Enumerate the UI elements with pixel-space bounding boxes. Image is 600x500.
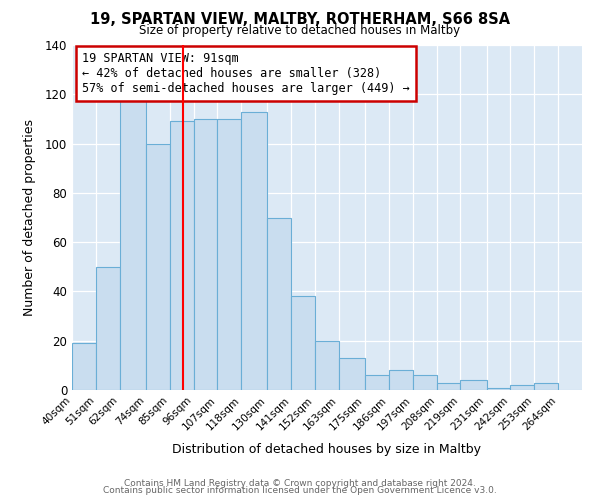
Bar	[315, 340, 339, 390]
Bar	[217, 119, 241, 390]
Bar	[511, 385, 534, 390]
Bar	[291, 296, 315, 390]
X-axis label: Distribution of detached houses by size in Maltby: Distribution of detached houses by size …	[173, 443, 482, 456]
Bar	[72, 343, 96, 390]
Bar	[120, 99, 146, 390]
Bar	[487, 388, 511, 390]
Bar	[534, 382, 558, 390]
Bar	[194, 119, 217, 390]
Bar	[339, 358, 365, 390]
Bar	[365, 375, 389, 390]
Bar	[146, 144, 170, 390]
Bar	[437, 382, 460, 390]
Text: 19 SPARTAN VIEW: 91sqm
← 42% of detached houses are smaller (328)
57% of semi-de: 19 SPARTAN VIEW: 91sqm ← 42% of detached…	[82, 52, 410, 95]
Text: 19, SPARTAN VIEW, MALTBY, ROTHERHAM, S66 8SA: 19, SPARTAN VIEW, MALTBY, ROTHERHAM, S66…	[90, 12, 510, 28]
Bar	[241, 112, 268, 390]
Bar	[389, 370, 413, 390]
Text: Size of property relative to detached houses in Maltby: Size of property relative to detached ho…	[139, 24, 461, 37]
Bar	[413, 375, 437, 390]
Bar	[170, 122, 194, 390]
Bar	[460, 380, 487, 390]
Bar	[96, 267, 120, 390]
Y-axis label: Number of detached properties: Number of detached properties	[23, 119, 37, 316]
Text: Contains HM Land Registry data © Crown copyright and database right 2024.: Contains HM Land Registry data © Crown c…	[124, 478, 476, 488]
Bar	[268, 218, 291, 390]
Text: Contains public sector information licensed under the Open Government Licence v3: Contains public sector information licen…	[103, 486, 497, 495]
